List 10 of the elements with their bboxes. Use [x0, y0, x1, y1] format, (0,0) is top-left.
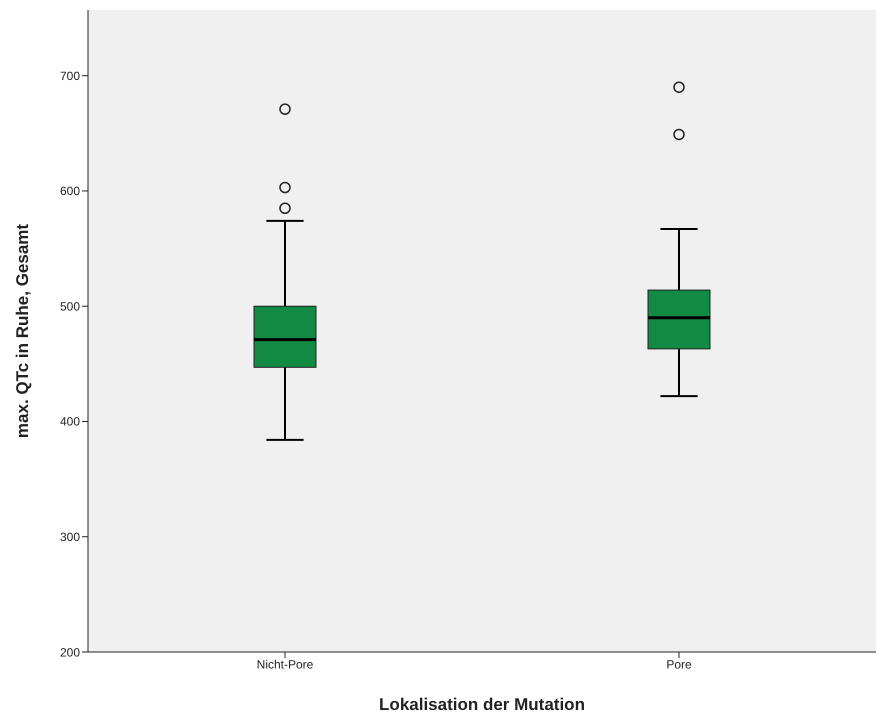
y-tick-label: 600	[60, 184, 80, 198]
x-tick-label: Nicht-Pore	[256, 658, 314, 672]
x-axis-title: Lokalisation der Mutation	[379, 695, 585, 714]
y-tick-label: 400	[60, 414, 80, 429]
y-tick-label: 700	[60, 68, 80, 83]
y-tick-label: 200	[60, 645, 80, 660]
x-tick-label: Pore	[666, 658, 692, 672]
y-tick-label: 300	[60, 530, 80, 544]
y-axis-title: max. QTc in Ruhe, Gesamt	[13, 224, 32, 438]
y-tick-label: 500	[60, 299, 80, 314]
